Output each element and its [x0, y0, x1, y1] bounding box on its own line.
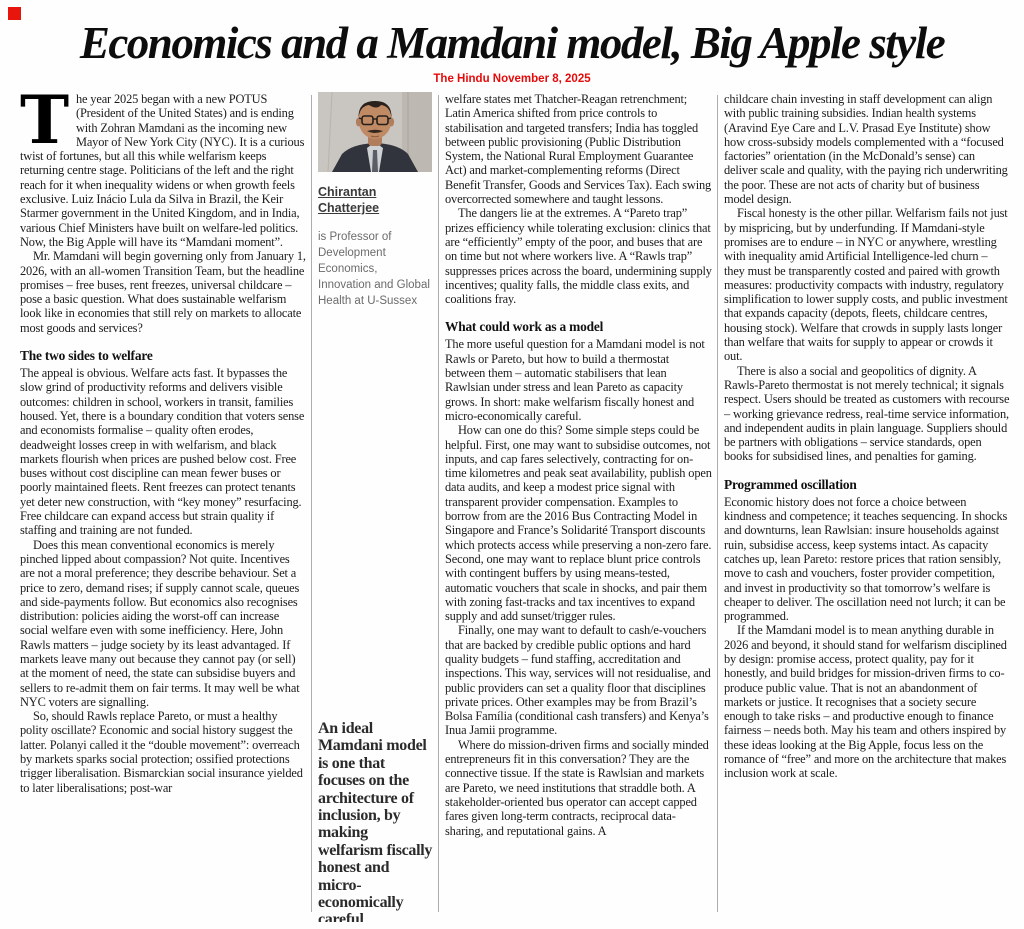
- column-rule-3: [717, 95, 718, 912]
- article-paragraph: welfare states met Thatcher-Reagan retre…: [445, 92, 712, 207]
- pull-quote: An ideal Mamdani model is one that focus…: [318, 720, 433, 922]
- article-column-2: welfare states met Thatcher-Reagan retre…: [445, 92, 712, 922]
- section-heading: The two sides to welfare: [20, 348, 153, 364]
- section-heading: Programmed oscillation: [724, 476, 857, 492]
- article-paragraph: Mr. Mamdani will begin governing only fr…: [20, 249, 306, 335]
- article-paragraph: Where do mission-driven firms and social…: [445, 737, 709, 838]
- column-rule-1: [311, 95, 312, 912]
- drop-cap: T: [20, 92, 69, 159]
- article-paragraph: The dangers lie at the extremes. A “Pare…: [445, 206, 712, 307]
- article-paragraph: childcare chain investing in staff devel…: [724, 92, 1008, 207]
- author-column: Chirantan Chatterjee is Professor of Dev…: [318, 92, 433, 922]
- article-paragraph: Fiscal honesty is the other pillar. Welf…: [724, 206, 1008, 364]
- article-paragraph: The appeal is obvious. Welfare acts fast…: [20, 366, 305, 538]
- author-bio: is Professor of Development Economics, I…: [318, 230, 430, 307]
- article-paragraph: If the Mamdani model is to mean anything…: [724, 623, 1007, 781]
- portrait-photo-graphic: [318, 92, 432, 172]
- article-paragraph: How can one do this? Some simple steps c…: [445, 423, 712, 624]
- column-rule-2: [438, 95, 439, 912]
- article-paragraph: The more useful question for a Mamdani m…: [445, 337, 705, 423]
- article-paragraph: So, should Rawls replace Pareto, or must…: [20, 709, 303, 795]
- article-column-3: childcare chain investing in staff devel…: [724, 92, 1010, 922]
- author-photo: [318, 92, 432, 172]
- author-name: Chirantan Chatterjee: [318, 185, 380, 216]
- headline: Economics and a Mamdani model, Big Apple…: [79, 18, 946, 68]
- article-paragraph: Does this mean conventional economics is…: [20, 537, 300, 709]
- article-paragraph: Finally, one may want to default to cash…: [445, 623, 711, 738]
- red-corner-mark: [8, 7, 21, 20]
- article-paragraph: There is also a social and geopolitics o…: [724, 363, 1010, 464]
- dateline: The Hindu November 8, 2025: [433, 73, 591, 86]
- section-heading: What could work as a model: [445, 319, 604, 335]
- article-paragraph: Economic history does not force a choice…: [724, 494, 1008, 624]
